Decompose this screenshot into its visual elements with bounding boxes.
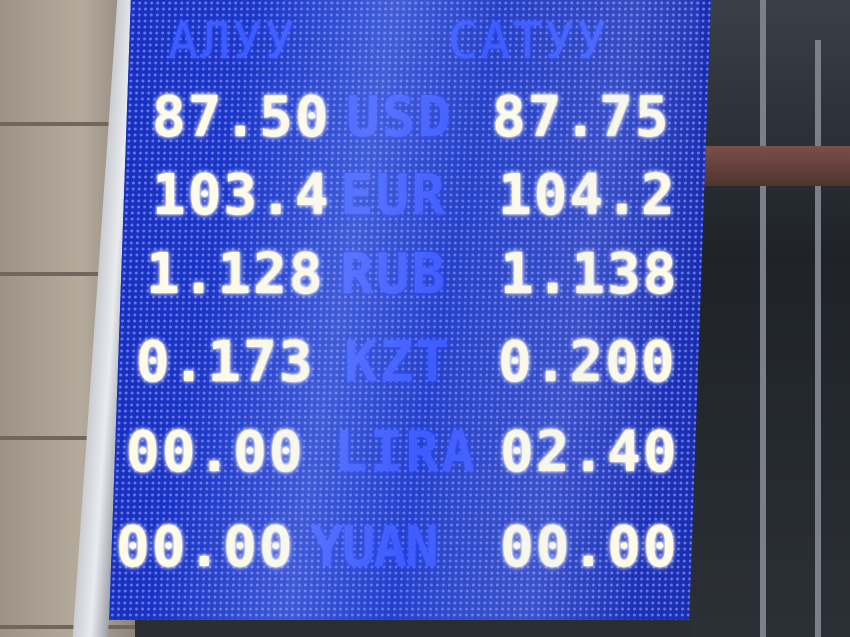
rate-row-kzt: 0.173 KZT 0.200 <box>0 330 850 410</box>
buy-rate: 0.173 <box>136 330 315 395</box>
currency-code: YUAN <box>310 515 439 580</box>
sell-rate: 87.75 <box>492 85 671 150</box>
buy-rate: 00.00 <box>116 515 295 580</box>
currency-code: USD <box>346 85 454 150</box>
buy-rate: 1.128 <box>146 242 325 307</box>
currency-code: RUB <box>340 242 448 307</box>
rate-row-rub: 1.128 RUB 1.138 <box>0 242 850 322</box>
window-background <box>690 0 850 637</box>
metal-rod <box>695 146 850 186</box>
sell-rate: 1.138 <box>500 242 679 307</box>
rate-row-yuan: 00.00 YUAN 00.00 <box>0 515 850 595</box>
rate-row-usd: 87.50 USD 87.75 <box>0 85 850 165</box>
currency-code: LIRA <box>334 420 477 485</box>
buy-rate: 87.50 <box>152 85 331 150</box>
sell-rate: 02.40 <box>500 420 679 485</box>
rate-row-eur: 103.4 EUR 104.2 <box>0 163 850 243</box>
buy-rate: 103.4 <box>152 163 331 228</box>
buy-header: АЛУУ <box>168 12 297 70</box>
currency-code: EUR <box>340 163 448 228</box>
buy-rate: 00.00 <box>126 420 305 485</box>
sell-header: САТУУ <box>448 12 609 70</box>
currency-code: KZT <box>344 330 452 395</box>
sell-rate: 00.00 <box>500 515 679 580</box>
sell-rate: 0.200 <box>498 330 677 395</box>
sell-rate: 104.2 <box>498 163 677 228</box>
rate-row-lira: 00.00 LIRA 02.40 <box>0 420 850 500</box>
